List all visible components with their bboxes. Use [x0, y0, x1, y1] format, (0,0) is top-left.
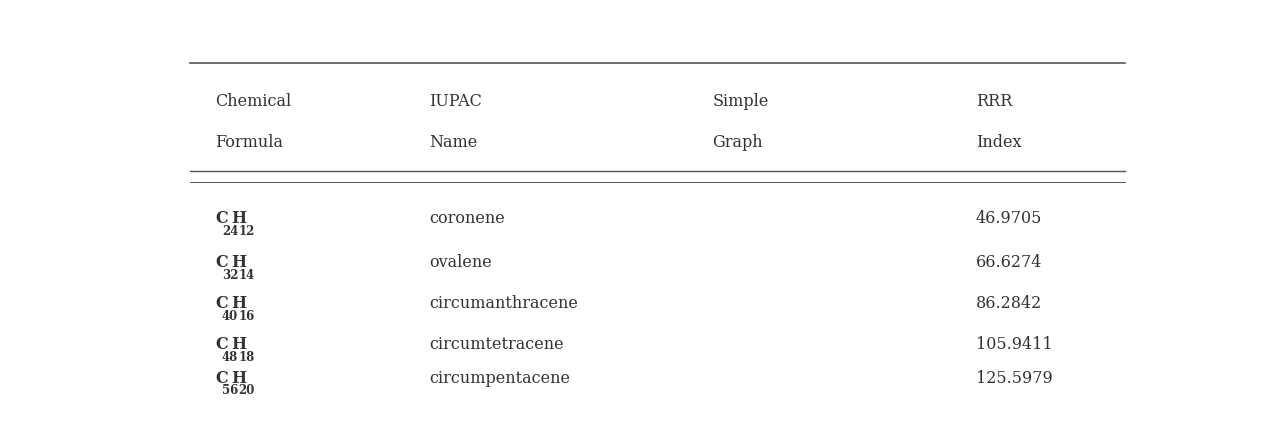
Text: 86.2842: 86.2842: [975, 295, 1042, 312]
Text: 12: 12: [239, 225, 255, 238]
Text: 105.9411: 105.9411: [975, 336, 1052, 353]
Text: H: H: [231, 254, 246, 271]
Text: 32: 32: [222, 269, 239, 282]
Text: C: C: [216, 336, 228, 353]
Text: Simple: Simple: [712, 93, 769, 110]
Text: RRR: RRR: [975, 93, 1012, 110]
Text: 16: 16: [239, 310, 254, 323]
Text: IUPAC: IUPAC: [429, 93, 481, 110]
Text: 14: 14: [239, 269, 254, 282]
Text: 20: 20: [239, 385, 255, 397]
Text: H: H: [231, 295, 246, 312]
Text: coronene: coronene: [429, 210, 504, 227]
Text: ovalene: ovalene: [429, 254, 491, 271]
Text: circumpentacene: circumpentacene: [429, 370, 570, 387]
Text: circumtetracene: circumtetracene: [429, 336, 563, 353]
Text: C: C: [216, 254, 228, 271]
Text: C: C: [216, 295, 228, 312]
Text: 48: 48: [222, 351, 239, 363]
Text: 40: 40: [222, 310, 239, 323]
Text: Chemical: Chemical: [216, 93, 291, 110]
Text: 56: 56: [222, 385, 239, 397]
Text: H: H: [231, 336, 246, 353]
Text: 24: 24: [222, 225, 239, 238]
Text: C: C: [216, 370, 228, 387]
Text: Graph: Graph: [712, 134, 763, 151]
Text: 46.9705: 46.9705: [975, 210, 1042, 227]
Text: H: H: [231, 210, 246, 227]
Text: 66.6274: 66.6274: [975, 254, 1042, 271]
Text: Formula: Formula: [216, 134, 284, 151]
Text: circumanthracene: circumanthracene: [429, 295, 577, 312]
Text: C: C: [216, 210, 228, 227]
Text: 125.5979: 125.5979: [975, 370, 1052, 387]
Text: Name: Name: [429, 134, 477, 151]
Text: 18: 18: [239, 351, 254, 363]
Text: Index: Index: [975, 134, 1021, 151]
Text: H: H: [231, 370, 246, 387]
